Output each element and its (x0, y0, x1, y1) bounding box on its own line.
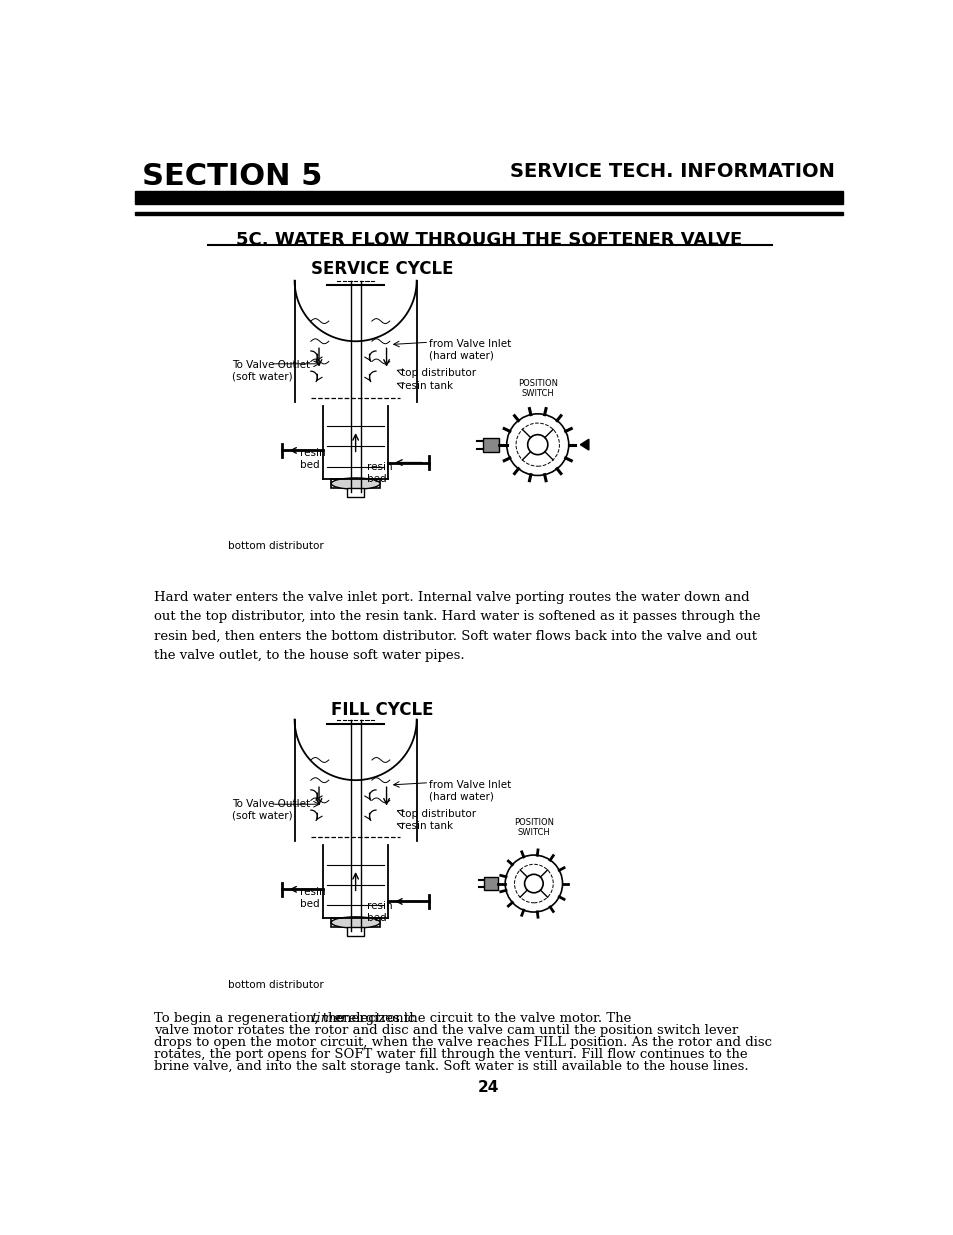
Text: 24: 24 (477, 1079, 499, 1095)
Text: valve motor rotates the rotor and disc and the valve cam until the position swit: valve motor rotates the rotor and disc a… (154, 1024, 738, 1037)
Text: SECTION 5: SECTION 5 (142, 162, 322, 191)
Text: To Valve Outlet
(soft water): To Valve Outlet (soft water) (232, 359, 310, 382)
Bar (347, 926, 363, 936)
Bar (134, 212, 842, 215)
Bar (347, 488, 363, 498)
Bar (331, 479, 379, 488)
Text: POSITION
SWITCH: POSITION SWITCH (514, 818, 554, 837)
Text: resin
bed: resin bed (299, 448, 325, 471)
Text: bottom distributor: bottom distributor (228, 979, 323, 989)
Text: resin
bed: resin bed (299, 888, 325, 909)
Text: resin tank: resin tank (400, 821, 453, 831)
Text: resin tank: resin tank (400, 380, 453, 390)
Text: 5C. WATER FLOW THROUGH THE SOFTENER VALVE: 5C. WATER FLOW THROUGH THE SOFTENER VALV… (235, 231, 741, 249)
Text: timer: timer (312, 1013, 348, 1025)
Text: top distributor: top distributor (400, 809, 476, 819)
Text: from Valve Inlet
(hard water): from Valve Inlet (hard water) (429, 340, 511, 361)
Text: To begin a regeneration, the electronic: To begin a regeneration, the electronic (154, 1013, 419, 1025)
Polygon shape (579, 440, 588, 450)
Text: Hard water enters the valve inlet port. Internal valve porting routes the water : Hard water enters the valve inlet port. … (154, 592, 760, 662)
Bar (331, 918, 379, 927)
Bar (134, 191, 842, 204)
Bar (484, 877, 497, 889)
Text: brine valve, and into the salt storage tank. Soft water is still available to th: brine valve, and into the salt storage t… (154, 1060, 748, 1073)
Text: FILL CYCLE: FILL CYCLE (331, 701, 434, 719)
Text: SERVICE CYCLE: SERVICE CYCLE (312, 259, 454, 278)
Bar (483, 437, 498, 452)
Ellipse shape (331, 478, 379, 489)
Ellipse shape (331, 916, 379, 929)
Text: resin
bed: resin bed (367, 462, 393, 484)
Text: rotates, the port opens for SOFT water fill through the venturi. Fill flow conti: rotates, the port opens for SOFT water f… (154, 1049, 747, 1061)
Text: resin
bed: resin bed (367, 902, 393, 923)
Text: To Valve Outlet
(soft water): To Valve Outlet (soft water) (232, 799, 310, 820)
Text: bottom distributor: bottom distributor (228, 541, 323, 551)
Bar (134, 207, 842, 211)
Text: SERVICE TECH. INFORMATION: SERVICE TECH. INFORMATION (510, 162, 835, 182)
Text: top distributor: top distributor (400, 368, 476, 378)
Text: energizes the circuit to the valve motor. The: energizes the circuit to the valve motor… (331, 1013, 631, 1025)
Text: from Valve Inlet
(hard water): from Valve Inlet (hard water) (429, 779, 511, 802)
Text: drops to open the motor circuit, when the valve reaches FILL position. As the ro: drops to open the motor circuit, when th… (154, 1036, 771, 1049)
Text: POSITION
SWITCH: POSITION SWITCH (517, 379, 558, 399)
